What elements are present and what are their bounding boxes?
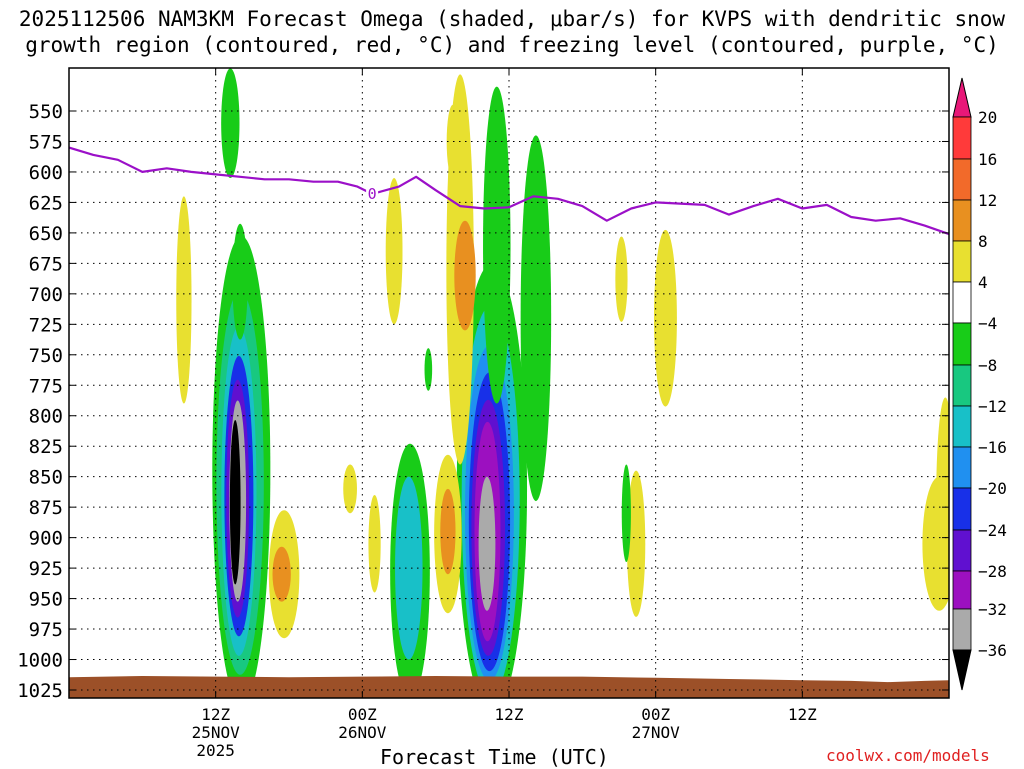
- colorbar-label: −12: [978, 397, 1007, 416]
- y-tick-label: 925: [29, 558, 63, 580]
- colorbar-label: −16: [978, 438, 1007, 457]
- omega-cell: [272, 546, 291, 602]
- freezing-level-line: [69, 146, 949, 236]
- y-tick-label: 625: [29, 192, 63, 214]
- colorbar-label: −24: [978, 521, 1007, 540]
- omega-cell: [446, 104, 459, 179]
- omega-cell: [229, 420, 241, 585]
- y-tick-label: 950: [29, 589, 63, 611]
- x-tick-label: 12Z: [201, 705, 230, 724]
- omega-cell: [615, 236, 628, 322]
- y-tick-label: 975: [29, 619, 63, 641]
- y-tick-label: 750: [29, 345, 63, 367]
- colorbar-bottom-arrow: [952, 649, 972, 691]
- omega-cell: [385, 178, 403, 325]
- omega-cell: [368, 494, 381, 593]
- chart-title-line1: 2025112506 NAM3KM Forecast Omega (shaded…: [18, 7, 1006, 31]
- omega-cell: [936, 397, 949, 605]
- colorbar-segment: [952, 240, 972, 283]
- colorbar: 20 16 12 8 4 −4 −8 −12 −16 −20 −24 −28 −32 −36: [952, 77, 1007, 691]
- y-tick-label: 600: [29, 162, 63, 184]
- colorbar-label: 16: [978, 150, 997, 169]
- colorbar-top-arrow: [952, 77, 972, 118]
- y-tick-label: 1000: [17, 650, 63, 672]
- omega-cell: [395, 476, 423, 660]
- omega-cell: [621, 464, 631, 563]
- omega-cell: [424, 348, 433, 391]
- x-tick-label: 00Z: [641, 705, 670, 724]
- colorbar-segment: [952, 281, 972, 324]
- y-tick-label: 800: [29, 406, 63, 428]
- omega-cell: [653, 229, 677, 407]
- y-tick-label: 700: [29, 284, 63, 306]
- omega-cell: [343, 464, 357, 514]
- colorbar-segment: [952, 322, 972, 366]
- colorbar-segment: [952, 116, 972, 160]
- colorbar-label: −28: [978, 562, 1007, 581]
- x-tick-date: 27NOV: [632, 723, 681, 742]
- freezing-level-label: 0: [368, 185, 377, 203]
- x-tick-label: 12Z: [495, 705, 524, 724]
- freezing-level-layer: 0: [69, 146, 949, 236]
- colorbar-segment: [952, 529, 972, 572]
- x-tick-label: 00Z: [348, 705, 377, 724]
- colorbar-label: 4: [978, 273, 988, 292]
- y-tick-label: 725: [29, 314, 63, 336]
- colorbar-segment: [952, 446, 972, 489]
- omega-shading: [176, 68, 949, 698]
- omega-cell: [454, 220, 476, 331]
- y-tick-label: 1025: [17, 680, 63, 702]
- omega-cell: [440, 488, 456, 575]
- omega-cell: [478, 476, 496, 611]
- colorbar-label: −4: [978, 314, 997, 333]
- y-tick-label: 900: [29, 528, 63, 550]
- colorbar-label: −32: [978, 600, 1007, 619]
- omega-cell: [626, 470, 646, 617]
- omega-cell: [221, 68, 240, 179]
- omega-cell: [483, 86, 511, 404]
- colorbar-segment: [952, 570, 972, 610]
- axes: 550 575 600 625 650 675 700 725 750 775 800 825 850 8…: [17, 68, 949, 760]
- y-tick-label: 875: [29, 497, 63, 519]
- y-tick-label: 550: [29, 101, 63, 123]
- freezing-level-label-bg: [366, 184, 379, 201]
- x-tick-year: 2025: [196, 741, 235, 760]
- y-tick-label: 850: [29, 467, 63, 489]
- y-tick-label: 575: [29, 131, 63, 153]
- y-tick-label: 675: [29, 253, 63, 275]
- chart-title-line2: growth region (contoured, red, °C) and f…: [25, 33, 999, 57]
- x-tick-date: 25NOV: [192, 723, 241, 742]
- colorbar-label: −8: [978, 356, 997, 375]
- x-tick-date: 26NOV: [338, 723, 387, 742]
- colorbar-segment: [952, 364, 972, 407]
- omega-cell: [176, 196, 192, 404]
- x-tick-label: 12Z: [788, 705, 817, 724]
- colorbar-segment: [952, 487, 972, 531]
- colorbar-label: 20: [978, 108, 997, 127]
- x-axis-label: Forecast Time (UTC): [380, 745, 609, 769]
- colorbar-label: −20: [978, 479, 1007, 498]
- grid-lines: [69, 68, 949, 698]
- omega-cell: [520, 135, 552, 502]
- y-tick-label: 775: [29, 375, 63, 397]
- omega-cell: [232, 223, 248, 340]
- site-credit: coolwx.com/models: [826, 746, 990, 765]
- colorbar-segment: [952, 158, 972, 201]
- colorbar-segment: [952, 405, 972, 448]
- y-tick-label: 825: [29, 436, 63, 458]
- y-tick-label: 650: [29, 223, 63, 245]
- colorbar-label: −36: [978, 641, 1007, 660]
- colorbar-label: 8: [978, 232, 988, 251]
- colorbar-label: 12: [978, 191, 997, 210]
- colorbar-segment: [952, 608, 972, 651]
- colorbar-segment: [952, 199, 972, 242]
